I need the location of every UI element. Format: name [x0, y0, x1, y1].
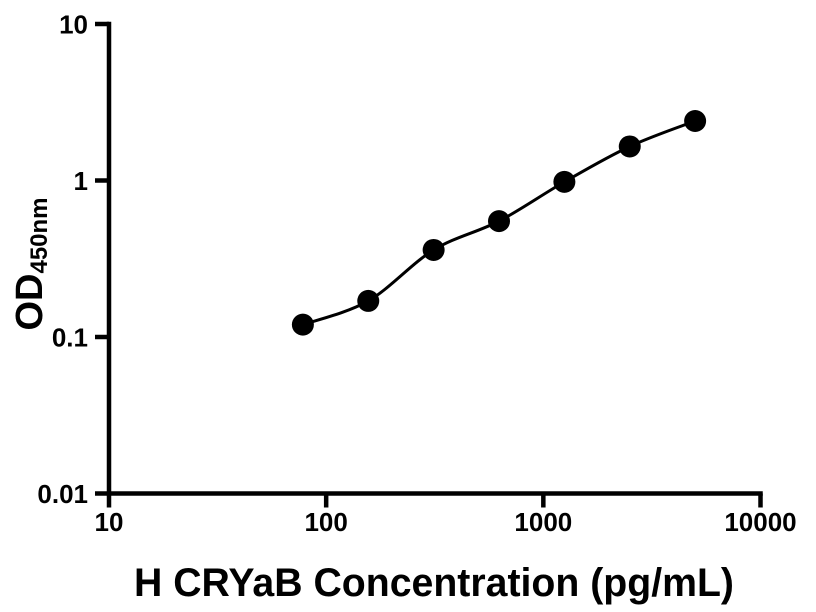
x-tick-label: 10000: [724, 507, 796, 537]
data-series: [291, 109, 707, 336]
data-point: [357, 289, 380, 312]
y-tick-label: 0.1: [52, 323, 88, 353]
y-axis-title: OD450nm: [9, 197, 53, 330]
y-axis-title-subscript: 450nm: [26, 197, 53, 273]
data-point: [553, 170, 576, 193]
data-point: [618, 135, 641, 158]
x-axis-title: H CRYaB Concentration (pg/mL): [134, 561, 734, 605]
x-tick-label: 100: [304, 507, 347, 537]
data-point: [422, 238, 445, 261]
y-tick-label: 0.01: [37, 479, 88, 509]
x-tick-label: 1000: [514, 507, 572, 537]
x-tick-label: 10: [95, 507, 124, 537]
y-axis-title-main: OD: [9, 274, 51, 331]
tick-labels: 10 100 1000 10000 10 1 0.1 0.01: [37, 10, 796, 538]
data-point: [291, 313, 314, 336]
data-point: [488, 210, 511, 233]
y-tick-label: 10: [59, 10, 88, 40]
data-point: [684, 109, 707, 132]
tick-marks: [95, 21, 763, 508]
y-tick-label: 1: [74, 166, 88, 196]
